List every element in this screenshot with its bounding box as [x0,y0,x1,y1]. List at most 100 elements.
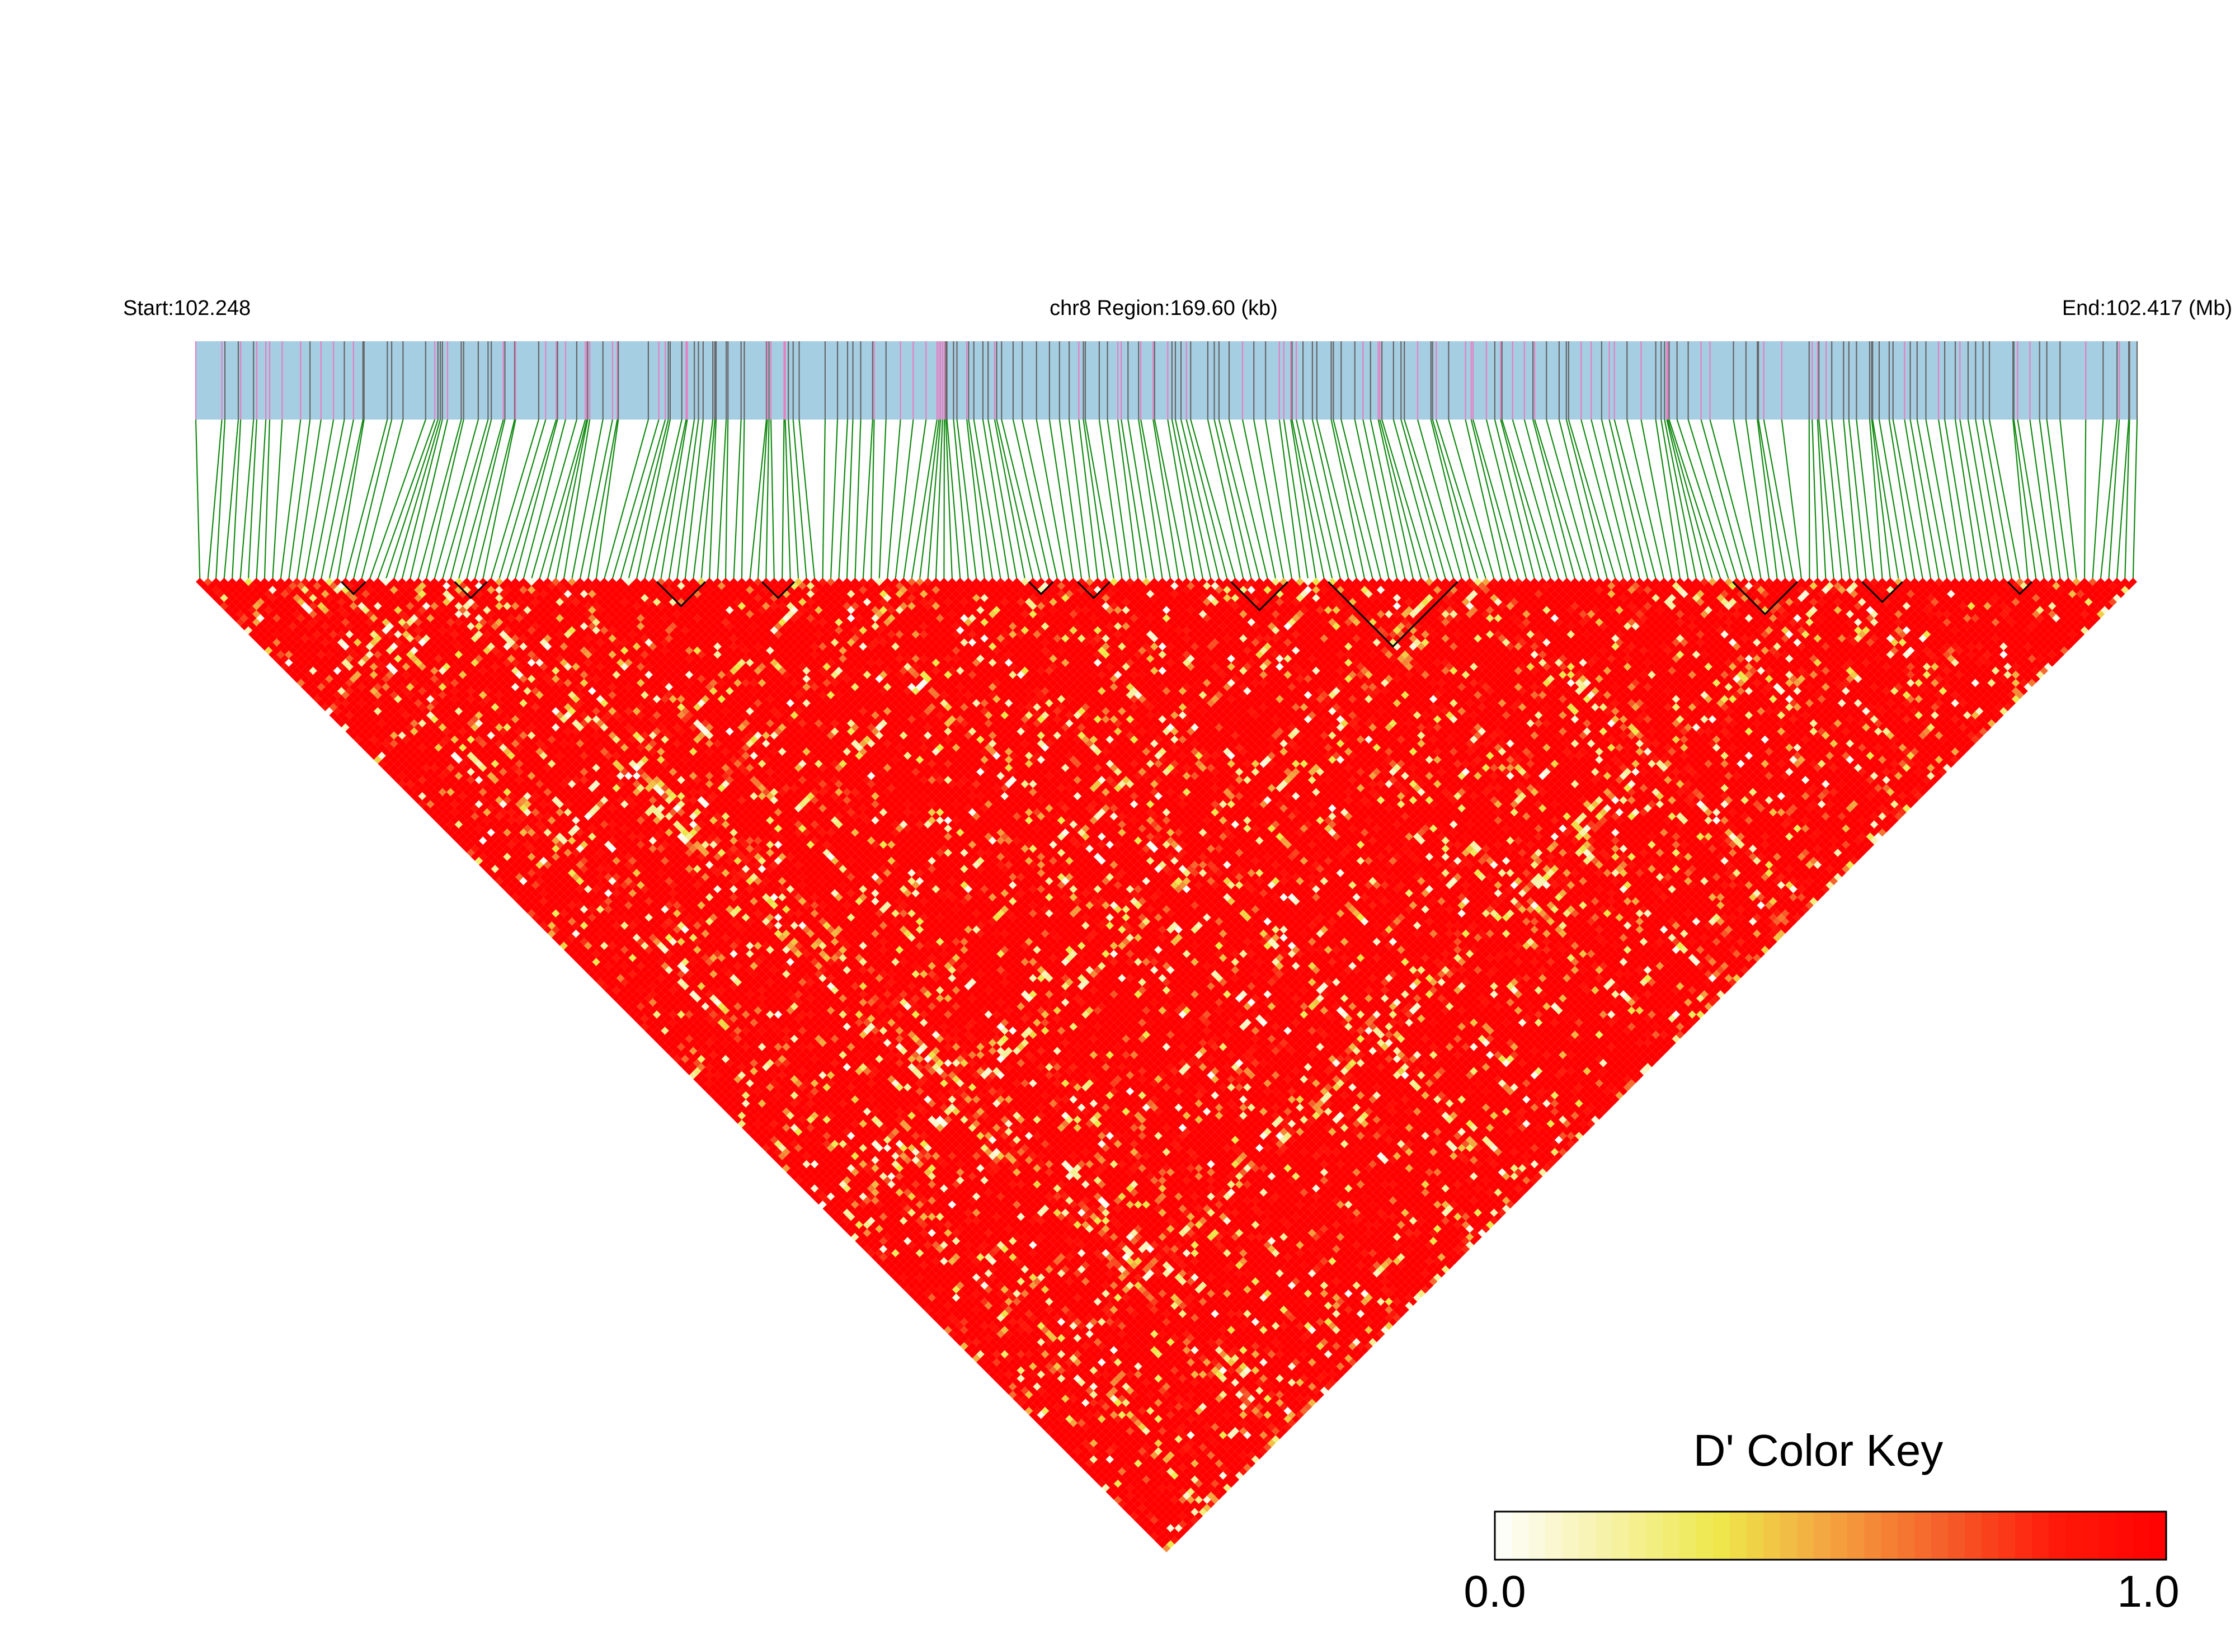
ld-cell [944,1326,952,1334]
ld-cell [543,909,552,917]
ld-cell [911,1277,920,1286]
ld-cell [248,606,257,614]
ld-cell [1065,1439,1074,1447]
snp-connector [987,419,1018,580]
snp-connector [1763,419,1794,580]
ld-cell [1045,1419,1053,1427]
snp-connector [1465,419,1503,580]
ld-cell [746,1112,754,1120]
ld-cell [491,865,500,873]
snp-connector [1580,419,1624,580]
ld-cell [196,577,204,586]
ld-cell [992,1358,1001,1367]
snp-connector [264,419,271,580]
snp-connector [1340,419,1382,580]
ld-cell [317,691,326,699]
snp-connector [968,419,994,580]
ld-cell [337,719,346,728]
ld-cell [503,885,511,893]
ld-cell [794,1160,803,1169]
snp-connector [919,419,940,580]
snp-connector [1967,419,1997,580]
ld-cell [681,1047,689,1055]
ld-cell [855,1221,863,1229]
ld-cell [730,1112,738,1120]
ld-cell [693,1059,702,1067]
ld-cell [293,658,301,667]
ld-cell [240,622,248,630]
ld-cell [269,634,277,643]
ld-cell [365,731,374,740]
ld-cell [503,869,511,877]
snp-connector [636,419,671,580]
snp-connector [660,419,688,580]
ld-cell [1146,1528,1155,1537]
ld-cell [382,755,390,764]
ld-cell [1134,1500,1142,1508]
ld-cell [382,747,390,756]
ld-cell [523,889,531,897]
snp-connector [530,419,577,580]
ld-cell [244,626,253,634]
ld-cell [709,1083,718,1091]
ld-cell [855,1229,863,1237]
snp-connector [1370,419,1406,580]
ld-cell [539,921,548,930]
ld-cell [709,1075,718,1084]
ld-cell [1000,1374,1009,1383]
ld-cell [782,1148,791,1156]
snp-connector [1379,419,1422,580]
ld-cell [968,1334,977,1343]
ld-cell [1073,1447,1082,1456]
ld-cell [527,901,536,910]
ld-cell [689,1063,698,1071]
ld-cell [374,755,382,764]
ld-cell [798,1180,807,1189]
snp-connector [555,419,589,580]
snp-connector [1083,419,1107,580]
ld-cell [774,1140,783,1149]
snp-connector [1959,419,1988,580]
snp-connector [328,419,364,580]
snp-connector [1253,419,1284,580]
ld-cell [426,808,435,817]
ld-cell [1045,1427,1053,1436]
ld-cell [924,1289,932,1298]
ld-cell [1154,1536,1163,1545]
snp-connector [450,419,492,580]
ld-cell [1146,1520,1155,1528]
snp-connector [1869,419,1883,580]
snp-connector [1207,419,1244,580]
ld-cell [588,962,596,970]
snp-connector [1954,419,1980,580]
snp-connector [232,419,242,580]
ld-cell [527,909,536,917]
snp-connector [1283,419,1309,580]
ld-cell [895,1261,904,1269]
ld-cell [385,743,394,752]
snp-connector [693,419,714,580]
ld-cell [867,1249,876,1258]
snp-connector [1291,419,1325,580]
ld-cell [713,1087,722,1096]
ld-cell [883,1265,892,1274]
snp-connector [2039,419,2061,580]
ld-cell [709,1091,718,1100]
ld-cell [612,994,621,1003]
snp-connector [345,419,388,580]
ld-cell [511,877,520,886]
ld-cell [1017,1382,1025,1391]
ld-cell [592,966,600,975]
snp-connector [1069,419,1090,580]
ld-cell [762,1127,770,1136]
ld-cell [972,1354,981,1363]
ld-cell [446,820,455,829]
snp-connector [757,419,768,580]
ld-cell [547,913,556,922]
snp-connector [215,419,226,580]
ld-cell [430,804,439,813]
ld-cell [487,869,495,877]
ld-cell [806,1172,815,1180]
ld-cell [208,582,217,590]
ld-cell [624,990,633,999]
